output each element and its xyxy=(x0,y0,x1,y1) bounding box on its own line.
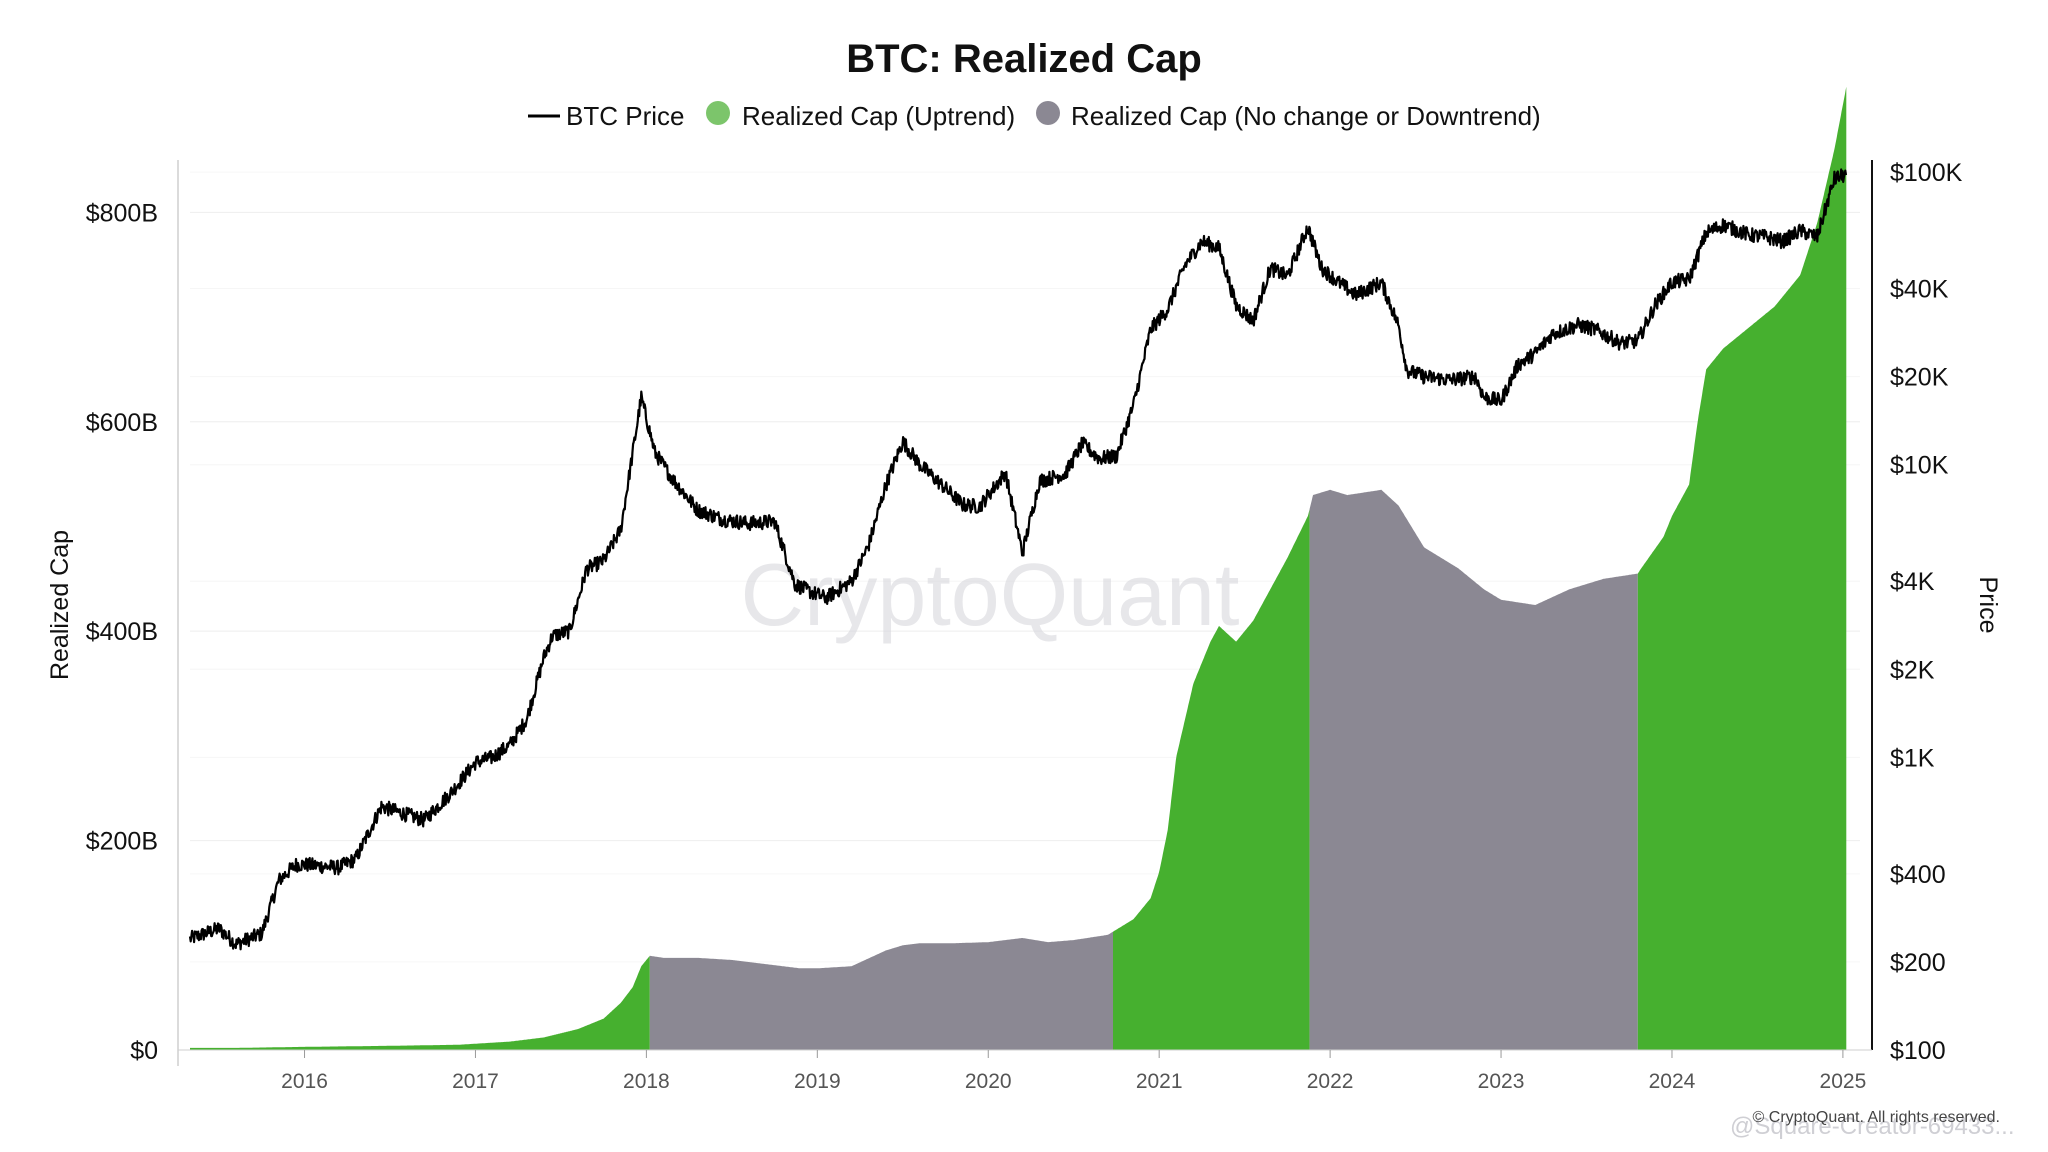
realized-cap-area-uptrend-4 xyxy=(1637,86,1847,1050)
overlay-handle: @Square-Creator-69433... xyxy=(1730,1113,2015,1140)
legend-flat-label: Realized Cap (No change or Downtrend) xyxy=(1071,101,1541,131)
x-tick-label: 2023 xyxy=(1478,1070,1525,1093)
left-tick-label: $200B xyxy=(86,828,158,856)
left-axis-ticks: $0 $200B $400B $600B $800B xyxy=(86,199,158,1065)
x-axis-ticks: 2016 2017 2018 2019 2020 2021 2022 2023 2024 2025 xyxy=(281,1050,1866,1093)
x-tick-label: 2020 xyxy=(965,1070,1012,1093)
left-tick-label: $0 xyxy=(130,1037,158,1065)
left-tick-label: $800B xyxy=(86,199,158,227)
x-tick-label: 2016 xyxy=(281,1070,328,1093)
right-axis-ticks: $100 $200 $400 $1K $2K $4K $10K $20K $40K $100K xyxy=(1890,159,1963,1065)
left-tick-label: $400B xyxy=(86,618,158,646)
x-tick-label: 2018 xyxy=(623,1070,670,1093)
left-axis-label: Realized Cap xyxy=(46,530,74,680)
realized-cap-area-uptrend-0 xyxy=(190,955,650,1050)
right-tick-label: $200 xyxy=(1890,949,1946,977)
right-tick-label: $1K xyxy=(1890,744,1935,772)
right-axis-label: Price xyxy=(1974,577,2002,634)
legend-uptrend-swatch xyxy=(706,101,730,125)
legend-price-label: BTC Price xyxy=(566,101,684,131)
x-tick-label: 2021 xyxy=(1136,1070,1183,1093)
x-tick-label: 2024 xyxy=(1649,1070,1696,1093)
right-tick-label: $40K xyxy=(1890,276,1949,304)
realized-cap-area-flat-3 xyxy=(1309,489,1638,1050)
right-tick-label: $400 xyxy=(1890,861,1946,889)
right-tick-label: $2K xyxy=(1890,656,1935,684)
x-tick-label: 2019 xyxy=(794,1070,841,1093)
right-tick-label: $100 xyxy=(1890,1037,1946,1065)
right-tick-label: $4K xyxy=(1890,568,1935,596)
btc-price-line xyxy=(188,168,1848,951)
chart-title: BTC: Realized Cap xyxy=(846,37,1202,81)
legend-flat-swatch xyxy=(1036,101,1060,125)
realized-cap-area-flat-1 xyxy=(649,931,1113,1050)
realized-cap-area-uptrend-2 xyxy=(1113,509,1310,1050)
realized-cap-areas xyxy=(190,86,1847,1050)
right-tick-label: $20K xyxy=(1890,364,1949,392)
legend[interactable]: BTC Price Realized Cap (Uptrend) Realize… xyxy=(528,101,1541,131)
x-tick-label: 2025 xyxy=(1820,1070,1867,1093)
left-tick-label: $600B xyxy=(86,409,158,437)
right-tick-label: $10K xyxy=(1890,452,1949,480)
legend-uptrend-label: Realized Cap (Uptrend) xyxy=(742,101,1015,131)
copyright-credit: © CryptoQuant. All rights reserved. xyxy=(1753,1109,2000,1126)
gridlines xyxy=(190,171,1860,1051)
x-tick-label: 2017 xyxy=(452,1070,499,1093)
right-tick-label: $100K xyxy=(1890,159,1963,187)
btc-price-series xyxy=(188,168,1848,951)
x-tick-label: 2022 xyxy=(1307,1070,1354,1093)
